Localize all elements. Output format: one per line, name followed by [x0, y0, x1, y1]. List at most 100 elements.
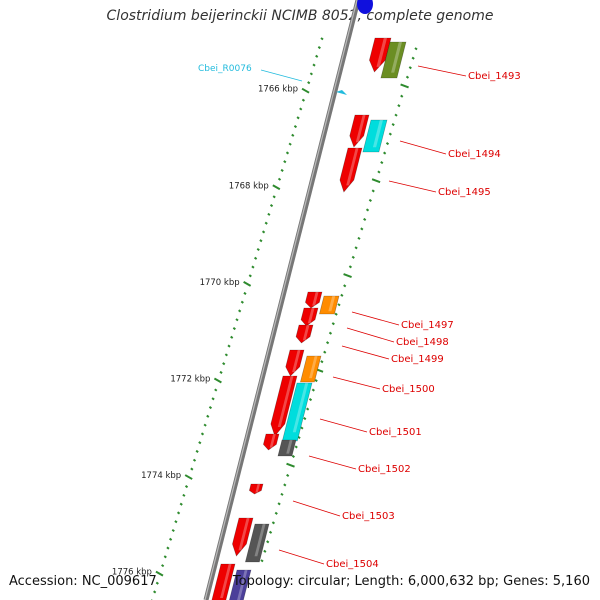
outer-minor-tick: [280, 492, 284, 496]
map-title: Clostridium beijerinckii NCIMB 8052, com…: [106, 8, 494, 24]
minor-tick: [238, 309, 242, 313]
major-tick: [272, 184, 281, 191]
gene-red-1503-body: [249, 483, 264, 495]
gene-cyan-1494-body: [362, 119, 388, 153]
gene-leader-line: [388, 180, 437, 193]
outer-minor-tick: [268, 530, 273, 534]
outer-minor-tick: [385, 142, 390, 146]
outer-minor-tick: [294, 445, 298, 449]
gene-gray-1502-shine: [286, 440, 293, 454]
minor-tick: [176, 511, 181, 515]
gene-olive-1493-shine: [391, 42, 402, 73]
outer-minor-tick: [368, 198, 372, 203]
gene-label: Cbei_1503: [342, 511, 395, 522]
gene-orange-1500-body: [300, 355, 322, 383]
rna-leader: [260, 69, 303, 82]
gene-label: Cbei_1500: [382, 384, 435, 395]
gene-leader-line: [341, 345, 390, 360]
gene-red-1501a-shine: [277, 376, 294, 427]
outer-minor-tick: [334, 312, 338, 316]
outer-minor-tick: [271, 521, 276, 525]
outer-minor-tick: [263, 549, 267, 553]
outer-minor-tick: [414, 47, 418, 51]
gene-orange-1497-body: [319, 295, 340, 315]
gene-red-1499: [295, 324, 314, 344]
gene-label: Cbei_1504: [326, 559, 379, 570]
minor-tick: [200, 432, 205, 436]
minor-tick: [256, 247, 260, 252]
gene-red-1502a-body: [263, 433, 280, 451]
minor-tick: [171, 528, 175, 533]
outer-minor-tick: [348, 265, 353, 269]
gene-red-1499-body: [295, 324, 314, 344]
gene-red-1501a-body: [270, 375, 298, 437]
minor-tick: [182, 493, 186, 497]
rna-marker: [336, 90, 347, 95]
minor-tick: [198, 441, 202, 445]
minor-tick: [293, 125, 298, 129]
outer-minor-tick: [274, 511, 278, 515]
minor-tick: [166, 546, 170, 550]
minor-tick: [174, 520, 178, 524]
gene-gray-1502: [277, 439, 297, 457]
gene-red-1494a-body: [349, 114, 370, 148]
minor-tick: [203, 423, 207, 427]
outer-minor-tick: [343, 284, 347, 288]
outer-minor-tick: [380, 160, 384, 165]
gene-label: Cbei_1498: [396, 337, 449, 348]
minor-tick: [163, 555, 167, 559]
minor-tick: [240, 300, 244, 304]
major-tick: [213, 377, 222, 384]
minor-tick: [211, 397, 215, 401]
outer-minor-tick: [400, 94, 404, 98]
outer-minor-tick: [377, 170, 381, 174]
minor-tick: [288, 142, 292, 146]
label-layer: 1766 kbp 1768 kbp 1770 kbp 1772 kbp 1774 kbp…: [112, 64, 521, 578]
gene-red-1500a-body: [285, 349, 305, 377]
minor-tick: [315, 54, 319, 58]
minor-tick: [317, 45, 321, 50]
outer-minor-tick: [308, 398, 313, 402]
minor-tick: [312, 63, 316, 67]
gene-red-1500a: [285, 349, 305, 377]
outer-minor-tick: [325, 341, 330, 345]
gene-red-1503: [249, 483, 264, 495]
gene-leader-line: [351, 311, 400, 326]
outer-minor-tick: [331, 322, 335, 326]
rna-label: Cbei_R0076: [198, 64, 252, 74]
minor-tick: [253, 256, 258, 260]
gene-red-1498-body: [300, 307, 319, 327]
gene-red-1497a-shine: [312, 292, 319, 306]
minor-tick: [235, 318, 239, 322]
minor-tick: [184, 485, 189, 489]
minor-tick: [214, 388, 218, 392]
minor-tick: [307, 81, 311, 85]
gene-red-1497a-body: [305, 291, 323, 309]
gene-label: Cbei_1502: [358, 464, 411, 475]
genome-backbone: [203, 0, 361, 600]
gene-red-1495: [339, 147, 363, 193]
gene-orange-1500-shine: [309, 356, 318, 379]
outer-minor-tick: [311, 388, 315, 392]
gene-red-1494a-shine: [355, 115, 366, 143]
minor-tick: [261, 230, 266, 234]
outer-minor-tick: [360, 227, 364, 231]
gene-slate-bottom: [229, 569, 252, 600]
gene-label: Cbei_1494: [448, 149, 501, 160]
minor-tick: [264, 221, 268, 225]
gene-red-1493a-shine: [376, 38, 387, 67]
outer-minor-tick: [363, 217, 367, 221]
minor-tick: [269, 204, 274, 208]
minor-tick: [224, 353, 228, 357]
minor-tick: [296, 116, 300, 120]
gene-label: Cbei_1499: [391, 354, 444, 365]
gene-red-1494a: [349, 114, 370, 148]
gene-gray-1504-shine: [254, 524, 266, 557]
topology-text: Topology: circular; Length: 6,000,632 bp…: [232, 574, 590, 589]
gene-red-1504a: [232, 517, 254, 557]
minor-tick: [230, 335, 234, 339]
blue-feature: [357, 0, 373, 14]
gene-red-1499-shine: [302, 325, 310, 341]
kbp-label: 1768 kbp: [229, 181, 269, 191]
